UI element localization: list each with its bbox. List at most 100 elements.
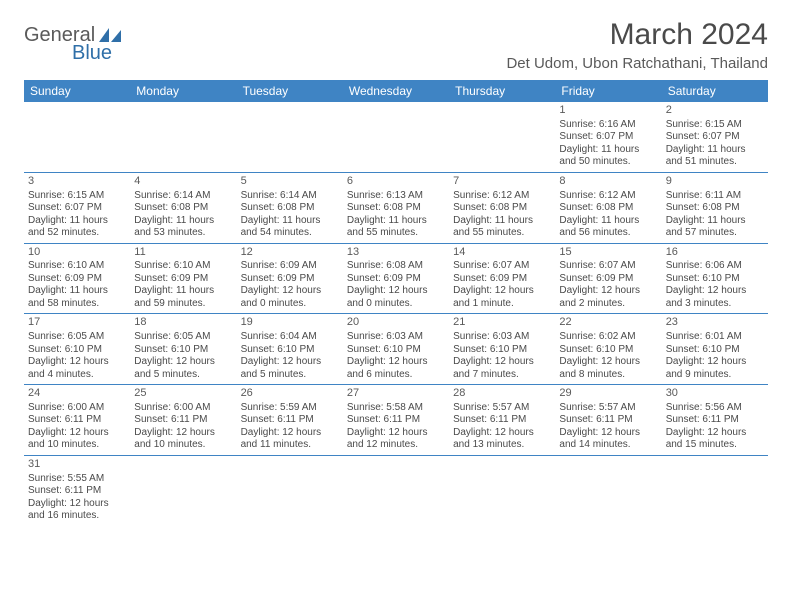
sunset-line: Sunset: 6:11 PM (559, 414, 657, 427)
sunrise-line: Sunrise: 6:00 AM (134, 402, 232, 415)
daylight-line: Daylight: 11 hours and 55 minutes. (347, 215, 445, 240)
calendar-day-cell: 13Sunrise: 6:08 AMSunset: 6:09 PMDayligh… (343, 243, 449, 314)
daylight-line: Daylight: 12 hours and 4 minutes. (28, 356, 126, 381)
sunset-line: Sunset: 6:10 PM (559, 344, 657, 357)
calendar-day-cell: 26Sunrise: 5:59 AMSunset: 6:11 PMDayligh… (237, 385, 343, 456)
calendar-day-cell: 8Sunrise: 6:12 AMSunset: 6:08 PMDaylight… (555, 172, 661, 243)
daylight-line: Daylight: 12 hours and 6 minutes. (347, 356, 445, 381)
sunset-line: Sunset: 6:07 PM (559, 131, 657, 144)
sunrise-line: Sunrise: 6:04 AM (241, 331, 339, 344)
day-number: 14 (453, 246, 551, 260)
sunset-line: Sunset: 6:09 PM (241, 273, 339, 286)
day-number: 3 (28, 175, 126, 189)
sunrise-line: Sunrise: 6:15 AM (666, 119, 764, 132)
location-subtitle: Det Udom, Ubon Ratchathani, Thailand (506, 55, 768, 72)
day-number: 2 (666, 104, 764, 118)
day-number: 31 (28, 458, 126, 472)
daylight-line: Daylight: 12 hours and 10 minutes. (28, 427, 126, 452)
calendar-day-cell: 6Sunrise: 6:13 AMSunset: 6:08 PMDaylight… (343, 172, 449, 243)
day-number: 9 (666, 175, 764, 189)
day-number: 4 (134, 175, 232, 189)
day-number: 8 (559, 175, 657, 189)
calendar-empty-cell (237, 455, 343, 525)
daylight-line: Daylight: 11 hours and 56 minutes. (559, 215, 657, 240)
calendar-day-cell: 24Sunrise: 6:00 AMSunset: 6:11 PMDayligh… (24, 385, 130, 456)
calendar-day-cell: 9Sunrise: 6:11 AMSunset: 6:08 PMDaylight… (662, 172, 768, 243)
sunset-line: Sunset: 6:09 PM (134, 273, 232, 286)
sunrise-line: Sunrise: 5:59 AM (241, 402, 339, 415)
calendar-empty-cell (343, 455, 449, 525)
sunset-line: Sunset: 6:11 PM (453, 414, 551, 427)
sunset-line: Sunset: 6:08 PM (134, 202, 232, 215)
daylight-line: Daylight: 12 hours and 11 minutes. (241, 427, 339, 452)
sunrise-line: Sunrise: 6:06 AM (666, 260, 764, 273)
sunset-line: Sunset: 6:10 PM (28, 344, 126, 357)
daylight-line: Daylight: 11 hours and 53 minutes. (134, 215, 232, 240)
daylight-line: Daylight: 12 hours and 16 minutes. (28, 498, 126, 523)
calendar-empty-cell (130, 455, 236, 525)
daylight-line: Daylight: 12 hours and 2 minutes. (559, 285, 657, 310)
weekday-header: Tuesday (237, 80, 343, 102)
daylight-line: Daylight: 12 hours and 7 minutes. (453, 356, 551, 381)
sunrise-line: Sunrise: 6:12 AM (453, 190, 551, 203)
sunset-line: Sunset: 6:08 PM (666, 202, 764, 215)
calendar-day-cell: 2Sunrise: 6:15 AMSunset: 6:07 PMDaylight… (662, 102, 768, 172)
sunrise-line: Sunrise: 6:00 AM (28, 402, 126, 415)
calendar-day-cell: 30Sunrise: 5:56 AMSunset: 6:11 PMDayligh… (662, 385, 768, 456)
calendar-empty-cell (24, 102, 130, 172)
calendar-day-cell: 3Sunrise: 6:15 AMSunset: 6:07 PMDaylight… (24, 172, 130, 243)
day-number: 7 (453, 175, 551, 189)
calendar-day-cell: 11Sunrise: 6:10 AMSunset: 6:09 PMDayligh… (130, 243, 236, 314)
sunset-line: Sunset: 6:11 PM (134, 414, 232, 427)
day-number: 10 (28, 246, 126, 260)
sunrise-line: Sunrise: 5:58 AM (347, 402, 445, 415)
daylight-line: Daylight: 12 hours and 15 minutes. (666, 427, 764, 452)
calendar-day-cell: 19Sunrise: 6:04 AMSunset: 6:10 PMDayligh… (237, 314, 343, 385)
sunrise-line: Sunrise: 6:03 AM (453, 331, 551, 344)
calendar-day-cell: 21Sunrise: 6:03 AMSunset: 6:10 PMDayligh… (449, 314, 555, 385)
daylight-line: Daylight: 11 hours and 52 minutes. (28, 215, 126, 240)
calendar-day-cell: 17Sunrise: 6:05 AMSunset: 6:10 PMDayligh… (24, 314, 130, 385)
title-block: March 2024 Det Udom, Ubon Ratchathani, T… (506, 18, 768, 72)
sunset-line: Sunset: 6:11 PM (347, 414, 445, 427)
sunrise-line: Sunrise: 6:08 AM (347, 260, 445, 273)
calendar-day-cell: 22Sunrise: 6:02 AMSunset: 6:10 PMDayligh… (555, 314, 661, 385)
sunrise-line: Sunrise: 6:15 AM (28, 190, 126, 203)
calendar-day-cell: 16Sunrise: 6:06 AMSunset: 6:10 PMDayligh… (662, 243, 768, 314)
logo-sail-icon (99, 28, 121, 42)
sunrise-line: Sunrise: 6:09 AM (241, 260, 339, 273)
weekday-header: Saturday (662, 80, 768, 102)
sunset-line: Sunset: 6:11 PM (666, 414, 764, 427)
daylight-line: Daylight: 12 hours and 10 minutes. (134, 427, 232, 452)
day-number: 28 (453, 387, 551, 401)
calendar-empty-cell (555, 455, 661, 525)
calendar-empty-cell (130, 102, 236, 172)
sunrise-line: Sunrise: 6:16 AM (559, 119, 657, 132)
sunrise-line: Sunrise: 6:07 AM (559, 260, 657, 273)
calendar-day-cell: 10Sunrise: 6:10 AMSunset: 6:09 PMDayligh… (24, 243, 130, 314)
calendar-week-row: 17Sunrise: 6:05 AMSunset: 6:10 PMDayligh… (24, 314, 768, 385)
month-title: March 2024 (506, 18, 768, 52)
sunset-line: Sunset: 6:10 PM (666, 344, 764, 357)
calendar-empty-cell (343, 102, 449, 172)
sunrise-line: Sunrise: 6:12 AM (559, 190, 657, 203)
weekday-header: Wednesday (343, 80, 449, 102)
sunrise-line: Sunrise: 5:57 AM (559, 402, 657, 415)
sunset-line: Sunset: 6:10 PM (453, 344, 551, 357)
calendar-week-row: 3Sunrise: 6:15 AMSunset: 6:07 PMDaylight… (24, 172, 768, 243)
day-number: 23 (666, 316, 764, 330)
calendar-empty-cell (449, 455, 555, 525)
sunrise-line: Sunrise: 6:11 AM (666, 190, 764, 203)
day-number: 21 (453, 316, 551, 330)
daylight-line: Daylight: 12 hours and 1 minute. (453, 285, 551, 310)
daylight-line: Daylight: 12 hours and 3 minutes. (666, 285, 764, 310)
sunrise-line: Sunrise: 6:13 AM (347, 190, 445, 203)
daylight-line: Daylight: 11 hours and 57 minutes. (666, 215, 764, 240)
daylight-line: Daylight: 12 hours and 13 minutes. (453, 427, 551, 452)
sunrise-line: Sunrise: 5:57 AM (453, 402, 551, 415)
sunset-line: Sunset: 6:09 PM (347, 273, 445, 286)
sunrise-line: Sunrise: 6:02 AM (559, 331, 657, 344)
day-number: 27 (347, 387, 445, 401)
logo: General Blue (24, 18, 121, 47)
day-number: 24 (28, 387, 126, 401)
